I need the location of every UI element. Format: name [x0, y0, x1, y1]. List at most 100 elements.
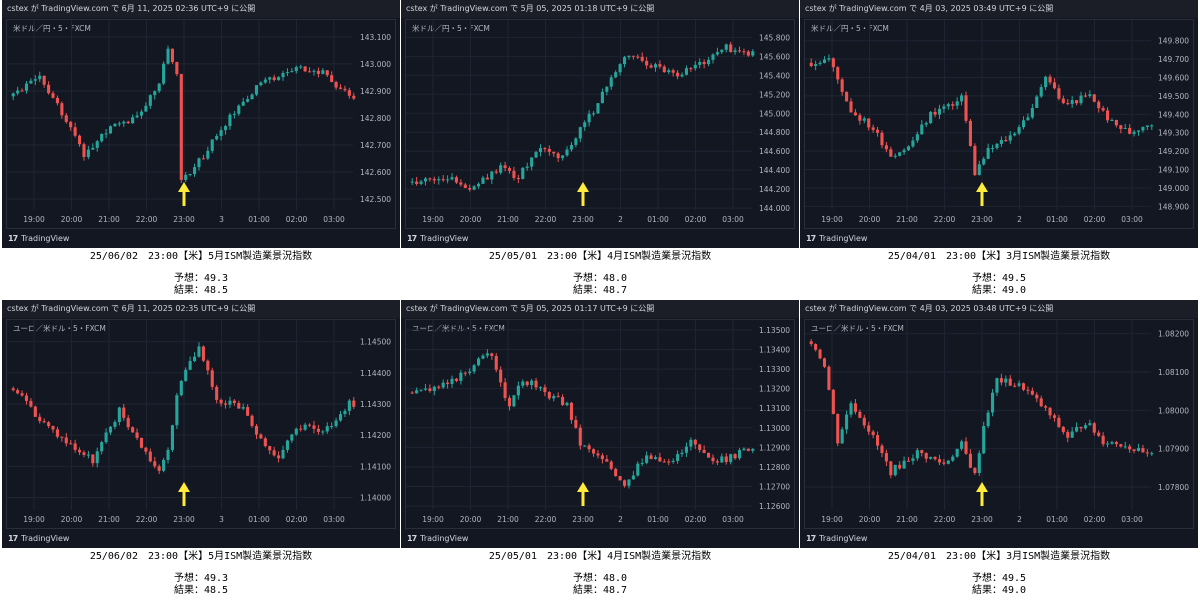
x-tick-label: 23:00 [173, 515, 195, 524]
candle-body [82, 144, 86, 157]
candle-body [423, 178, 428, 182]
candle-body [312, 70, 316, 72]
tradingview-logo-icon: 𝟭𝟳 [806, 534, 816, 543]
x-tick-label: 21:00 [497, 215, 519, 224]
candle-body [24, 395, 29, 401]
candle-body [653, 64, 658, 68]
candle-body [477, 183, 481, 187]
candle-body [1061, 426, 1065, 433]
candle-body [232, 113, 236, 115]
candle-body [836, 67, 840, 80]
candle-body [1052, 415, 1057, 418]
symbol-label: 米ドル／円・5・FXCM [811, 24, 889, 33]
brand-label: TradingView [420, 234, 469, 243]
plot-area[interactable]: ユーロ／米ドル・5・FXCM 1.13500 1.13400 1.13300 1.13… [405, 319, 795, 529]
plot-area[interactable]: ユーロ／米ドル・5・FXCM 1.14500 1.14400 1.14300 1.14… [6, 319, 396, 529]
candle-body [24, 83, 29, 91]
caption-title: 25/05/01 23:00【米】4月ISM製造業景況指数 [488, 251, 712, 262]
brand-label: TradingView [420, 534, 469, 543]
y-tick-label: 142.800 [360, 114, 391, 123]
candle-body [144, 447, 148, 452]
candle-body [684, 68, 688, 75]
candle-body [698, 444, 702, 450]
candle-body [1097, 101, 1101, 109]
candle-body [592, 449, 596, 454]
candle-body [281, 449, 285, 459]
candle-body [1101, 435, 1105, 445]
candle-body [432, 179, 436, 181]
candle-body [858, 115, 862, 121]
candle-body [410, 392, 414, 394]
candle-body [906, 146, 911, 151]
candle-body [131, 117, 135, 124]
plot-area[interactable]: 米ドル／円・5・FXCM 149.800 149.700 149.600 149.50… [804, 19, 1194, 229]
x-tick-label: 20:00 [460, 515, 482, 524]
plot-area[interactable]: 米ドル／円・5・FXCM 143.100 143.000 142.900 142.80… [6, 19, 396, 229]
candle-body [38, 416, 42, 422]
candle-body [862, 417, 866, 426]
candle-body [485, 177, 489, 180]
candle-body [254, 85, 259, 95]
candle-body [814, 344, 818, 350]
candle-body [1061, 98, 1065, 104]
x-tick-label: 03:00 [323, 515, 345, 524]
candle-body [86, 454, 90, 456]
candle-body [499, 165, 503, 173]
x-tick-label: 03:00 [323, 215, 345, 224]
candle-body [277, 77, 281, 80]
candle-body [574, 138, 578, 145]
candle-body [117, 407, 121, 423]
candle-body [139, 111, 144, 116]
candle-body [889, 149, 893, 157]
candle-body [822, 358, 827, 367]
candle-body [751, 448, 755, 451]
candle-body [1106, 110, 1110, 121]
candle-body [1114, 120, 1118, 126]
candle-body [658, 457, 662, 462]
candle-body [153, 91, 157, 96]
plot-area[interactable]: 米ドル／円・5・FXCM 145.800 145.600 145.400 145.20… [405, 19, 795, 229]
x-tick-label: 2 [1017, 515, 1022, 524]
candle-body [724, 44, 728, 50]
candle-body [693, 64, 697, 69]
plot-area[interactable]: ユーロ／米ドル・5・FXCM 1.08200 1.08100 1.08000 1.07… [804, 319, 1194, 529]
candle-body [587, 113, 591, 123]
x-tick-label: 22:00 [535, 215, 557, 224]
candle-body [188, 361, 192, 370]
y-tick-label: 1.12900 [759, 443, 790, 452]
candle-body [277, 455, 281, 459]
y-tick-label: 149.100 [1158, 166, 1189, 175]
candle-body [490, 171, 494, 180]
candle-body [197, 158, 201, 168]
x-tick-label: 21:00 [896, 215, 918, 224]
candle-body [507, 397, 512, 407]
x-tick-label: 2 [618, 515, 623, 524]
candle-body [1021, 120, 1026, 128]
candle-body [268, 446, 272, 451]
candle-body [845, 414, 849, 430]
candle-body [108, 426, 113, 433]
candle-body [814, 64, 818, 67]
y-tick-label: 1.08100 [1158, 368, 1189, 377]
y-tick-label: 143.000 [360, 60, 391, 69]
candle-body [587, 445, 591, 450]
candle-body [618, 476, 622, 481]
event-caption: 25/05/01 23:00【米】4月ISM製造業景況指数 予想：48.0 結果… [401, 551, 799, 597]
candle-body [986, 412, 990, 427]
y-tick-label: 1.07900 [1158, 445, 1189, 454]
candle-body [33, 406, 37, 417]
x-tick-label: 23:00 [173, 215, 195, 224]
candle-body [818, 62, 822, 65]
candlestick-chart: 1.08200 1.08100 1.08000 1.07900 1.07800 19:00… [805, 320, 1189, 524]
candle-body [645, 60, 649, 66]
y-tick-label: 1.13300 [759, 365, 790, 374]
candlestick-chart: 145.800 145.600 145.400 145.200 145.000 144.8… [406, 20, 790, 224]
panel-header: cstex が TradingView.com で 5月 05, 2025 01… [401, 300, 799, 318]
x-tick-label: 19:00 [23, 215, 45, 224]
candle-body [1145, 125, 1149, 127]
forecast-label: 予想：49.5 [971, 273, 1027, 284]
candle-body [631, 475, 635, 480]
candle-body [636, 56, 640, 58]
forecast-label: 予想：48.0 [572, 573, 628, 584]
tradingview-logo-icon: 𝟭𝟳 [8, 534, 18, 543]
